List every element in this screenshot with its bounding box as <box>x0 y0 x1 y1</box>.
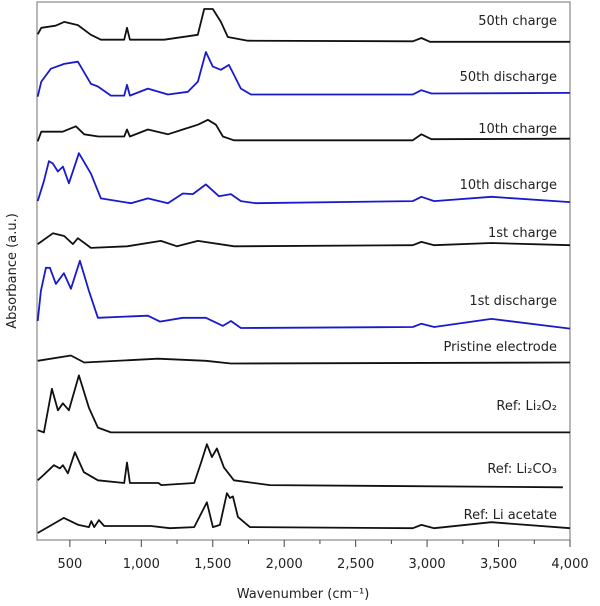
series-label: Pristine electrode <box>443 340 557 355</box>
plot-frame <box>36 1 571 541</box>
series-line <box>36 8 570 43</box>
series-line <box>37 492 571 534</box>
series-label: Ref: Li₂O₂ <box>496 399 557 414</box>
x-tick-label: 3,500 <box>480 557 517 572</box>
series-label: Ref: Li₂CO₃ <box>487 462 557 477</box>
series-labels: 50th charge 50th discharge 10th charge 10th… <box>443 14 557 523</box>
series-label: 50th discharge <box>460 70 557 85</box>
x-tick-label: 4,000 <box>551 557 588 572</box>
traces <box>36 8 571 534</box>
x-axis-title: Wavenumber (cm⁻¹) <box>237 587 370 602</box>
x-tick-label: 500 <box>57 557 82 572</box>
x-tick-label: 1,000 <box>123 557 160 572</box>
series-line <box>37 443 563 489</box>
series-line <box>36 118 571 142</box>
y-axis-title: Absorbance (a.u.) <box>5 213 20 329</box>
x-tick-label: 2,000 <box>266 557 303 572</box>
series-label: 10th discharge <box>460 178 557 193</box>
x-tick-label: 3,000 <box>408 557 445 572</box>
x-axis-tick-labels: 500 1,000 1,500 2,000 2,500 3,000 3,500 4,000 <box>57 557 588 572</box>
series-line <box>37 354 571 365</box>
x-tick-label: 2,500 <box>337 557 374 572</box>
series-line <box>37 374 570 434</box>
x-axis-ticks <box>69 540 571 547</box>
series-line <box>36 51 571 97</box>
series-line <box>37 232 571 249</box>
series-label: 10th charge <box>478 122 557 137</box>
series-label: Ref: Li acetate <box>464 508 557 523</box>
series-line <box>36 152 571 205</box>
series-label: 50th charge <box>478 14 557 29</box>
series-label: 1st charge <box>488 226 557 241</box>
x-tick-label: 1,500 <box>194 557 231 572</box>
series-label: 1st discharge <box>469 294 557 309</box>
series-line <box>36 259 571 330</box>
